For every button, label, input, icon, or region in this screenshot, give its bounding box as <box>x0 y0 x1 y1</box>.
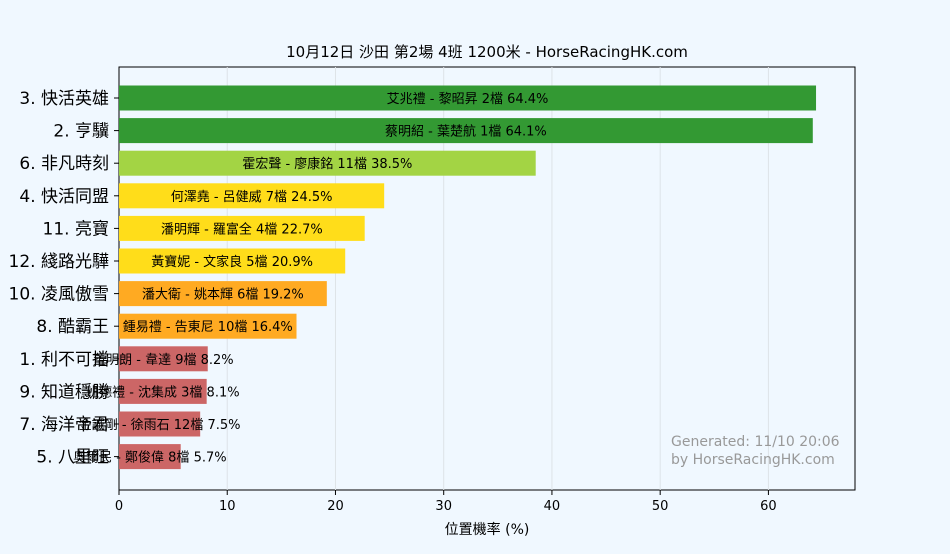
bar <box>119 85 817 111</box>
x-axis-label: 位置機率 (%) <box>445 521 530 538</box>
y-category-label: 6. 非凡時刻 <box>19 154 109 174</box>
y-category-label: 8. 酷霸王 <box>36 317 109 337</box>
y-category-label: 1. 利不可擋 <box>19 350 109 370</box>
bar-label: 董明朗 - 韋達 9檔 8.2% <box>93 353 234 368</box>
bars <box>119 85 817 470</box>
bar-labels: 艾兆禮 - 黎昭昇 2檔 64.4% 蔡明紹 - 葉楚航 1檔 64.1% 霍宏聲 … <box>73 92 548 466</box>
y-category-label: 4. 快活同盟 <box>19 187 109 207</box>
y-category-label: 2. 亨驥 <box>53 122 109 142</box>
bar <box>119 248 346 274</box>
bar-label: 何澤堯 - 呂健威 7檔 24.5% <box>171 189 333 205</box>
x-tick-label: 0 <box>115 499 123 514</box>
watermark-line-1: Generated: 11/10 20:06 <box>671 434 840 450</box>
bar-label: 鍾易禮 - 告東尼 10檔 16.4% <box>123 319 293 335</box>
y-category-label: 12. 綫路光驊 <box>9 252 109 272</box>
y-category-labels: 3. 快活英雄 2. 亨驥 6. 非凡時刻 4. 快活同盟 11. 亮寶 12. 綫路光驊… <box>9 89 119 468</box>
bar-label: 班德禮 - 沈集成 3檔 8.1% <box>86 384 240 400</box>
bar-label: 霍宏聲 - 廖康銘 11檔 38.5% <box>242 156 412 172</box>
y-category-label: 10. 凌風傲雪 <box>9 285 109 305</box>
bar <box>119 183 385 209</box>
bar-label: 金誠剛 - 徐雨石 12檔 7.5% <box>79 417 241 433</box>
bar-label: 潘明輝 - 羅富全 4檔 22.7% <box>161 221 323 237</box>
bar <box>119 313 297 339</box>
bar <box>119 281 327 307</box>
watermark-line-2: by HorseRacingHK.com <box>671 452 835 468</box>
y-category-label: 11. 亮寶 <box>43 218 109 239</box>
bar <box>119 150 536 176</box>
x-tick-label: 60 <box>760 499 777 514</box>
x-tick-label: 50 <box>652 499 669 514</box>
y-category-label: 3. 快活英雄 <box>19 89 109 109</box>
chart-title: 10月12日 沙田 第2場 4班 1200米 - HorseRacingHK.c… <box>286 43 688 61</box>
bar <box>119 215 365 241</box>
x-tick-label: 10 <box>219 499 236 514</box>
bar <box>119 411 201 437</box>
bar-label: 黃寶妮 - 文家良 5檔 20.9% <box>151 254 313 270</box>
y-category-label: 9. 知道穩勝 <box>19 382 109 402</box>
bar <box>119 378 207 404</box>
x-tick-label: 20 <box>327 499 344 514</box>
x-tick-label: 30 <box>435 499 452 514</box>
bar-label: 蔡明紹 - 葉楚航 1檔 64.1% <box>385 124 547 140</box>
bar-label: 艾兆禮 - 黎昭昇 2檔 64.4% <box>387 92 549 107</box>
x-ticks: 0 10 20 30 40 50 60 <box>115 490 777 514</box>
y-category-label: 7. 海洋帝君 <box>19 415 109 435</box>
bar <box>119 444 181 470</box>
bar-label: 潘大衛 - 姚本輝 6檔 19.2% <box>142 288 304 303</box>
bar-label: 奧爾民 - 鄭俊偉 8檔 5.7% <box>73 451 227 466</box>
x-tick-label: 40 <box>544 499 561 514</box>
bar <box>119 346 208 372</box>
y-category-label: 5. 八里旺 <box>36 448 109 468</box>
bar <box>119 118 813 144</box>
